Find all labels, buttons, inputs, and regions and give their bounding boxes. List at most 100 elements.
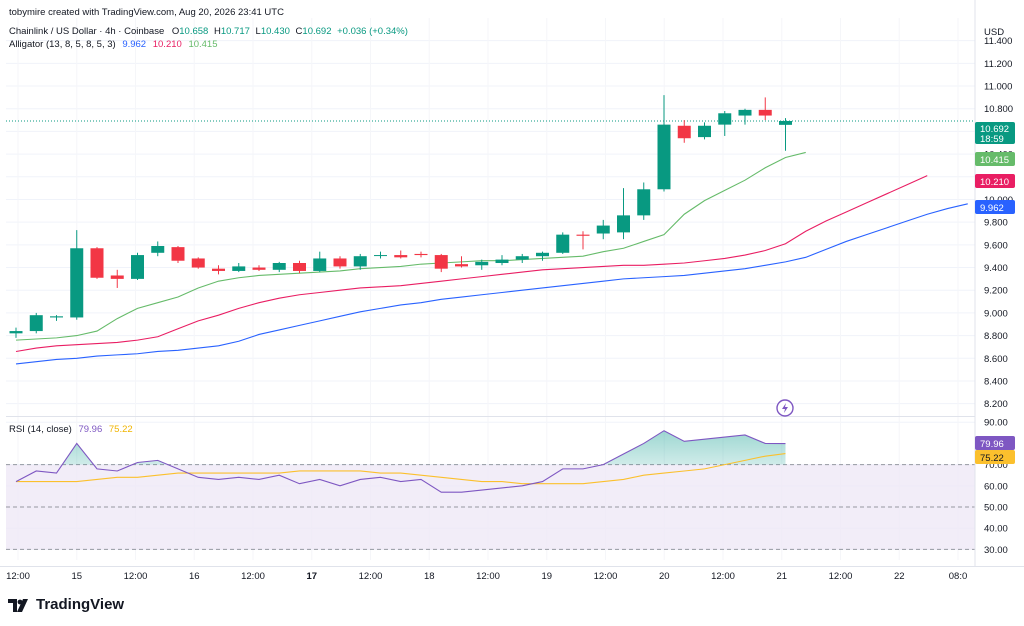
- time-tick-label: 17: [306, 571, 317, 582]
- candle-body: [293, 263, 306, 271]
- time-tick-label: 12:00: [241, 571, 265, 582]
- candle-body: [718, 113, 732, 125]
- teeth-badge-value: 10.210: [980, 177, 1009, 188]
- indicator-line: Alligator (13, 8, 5, 8, 5, 3) 9.962 10.2…: [9, 39, 218, 50]
- tradingview-logo-icon: [8, 598, 28, 612]
- rsi-tick-label: 50.00: [984, 503, 1008, 514]
- ohlc-high: 10.717: [221, 26, 250, 37]
- candle-body: [515, 256, 529, 260]
- ohlc-close-label: C: [296, 26, 303, 37]
- candle-body: [536, 252, 549, 257]
- candle-body: [556, 234, 570, 253]
- candle-body: [212, 268, 225, 271]
- candle-body: [394, 255, 408, 258]
- candle-body: [353, 256, 367, 267]
- time-tick-label: 12:00: [6, 571, 30, 582]
- candle-body: [414, 253, 428, 256]
- time-tick-label: 20: [659, 571, 670, 582]
- time-tick-label: 12:00: [829, 571, 853, 582]
- candle-body: [50, 316, 63, 318]
- price-tick-label: 9.600: [984, 240, 1008, 251]
- candle-body: [171, 247, 185, 261]
- time-tick-label: 18: [424, 571, 435, 582]
- candle-body: [698, 125, 711, 138]
- candle-body: [657, 124, 671, 190]
- candle-body: [70, 248, 84, 318]
- candle-body: [596, 225, 610, 234]
- ohlc-high-label: H: [214, 26, 221, 37]
- price-tick-label: 8.800: [984, 331, 1008, 342]
- time-tick-label: 08:0: [949, 571, 968, 582]
- rsi-line: [15, 430, 786, 493]
- symbol-line: Chainlink / US Dollar · 4h · Coinbase O1…: [9, 26, 408, 37]
- candle-body: [637, 189, 651, 216]
- rsi-badge-value: 79.96: [980, 439, 1004, 450]
- time-tick-label: 16: [189, 571, 200, 582]
- tradingview-logo[interactable]: TradingView: [8, 596, 124, 613]
- candle-body: [434, 255, 448, 269]
- time-tick-label: 12:00: [711, 571, 735, 582]
- lightning-replay-icon[interactable]: [776, 399, 794, 417]
- candle-body: [110, 275, 124, 279]
- indicator-label: Alligator (13, 8, 5, 8, 5, 3): [9, 39, 116, 50]
- rsi-label: RSI (14, close): [9, 424, 72, 435]
- time-tick-label: 12:00: [476, 571, 500, 582]
- rsi-header-value: 79.96: [78, 424, 102, 435]
- rsi-ma-line: [16, 453, 786, 485]
- candle-body: [617, 215, 630, 233]
- price-tick-label: 9.800: [984, 218, 1008, 229]
- price-tick-label: 11.400: [984, 36, 1012, 47]
- candle-body: [576, 234, 590, 236]
- candle-body: [151, 245, 165, 253]
- teeth-badge: 10.210: [975, 174, 1015, 188]
- rsi-tick-label: 30.00: [984, 545, 1008, 556]
- jaw-value: 9.962: [122, 39, 146, 50]
- candle-body: [779, 120, 792, 125]
- candle-body: [758, 109, 772, 116]
- lips-badge: 10.415: [975, 152, 1015, 166]
- rsi-tick-label: 60.00: [984, 481, 1008, 492]
- ohlc-open: 10.658: [179, 26, 208, 37]
- price-badge: 10.692 18:59: [975, 122, 1015, 145]
- lips-value: 10.415: [188, 39, 217, 50]
- candle-body: [374, 255, 387, 257]
- time-tick-label: 12:00: [124, 571, 148, 582]
- teeth-value: 10.210: [153, 39, 182, 50]
- candle-body: [475, 261, 489, 266]
- candle-body: [738, 109, 752, 116]
- currency-label: USD: [984, 27, 1004, 38]
- jaw-badge-value: 9.962: [980, 203, 1004, 214]
- alligator-teeth-line: [15, 175, 928, 353]
- ohlc-low: 10.430: [261, 26, 290, 37]
- time-tick-label: 21: [776, 571, 787, 582]
- time-tick-label: 19: [541, 571, 552, 582]
- ohlc-change: +0.036 (+0.34%): [337, 26, 408, 37]
- time-tick-label: 12:00: [594, 571, 618, 582]
- price-tick-label: 8.600: [984, 354, 1008, 365]
- price-tick-label: 8.400: [984, 376, 1008, 387]
- rsi-tick-label: 70.00: [984, 460, 1008, 471]
- tradingview-wordmark: TradingView: [36, 596, 125, 613]
- rsi-ma-badge-value: 75.22: [980, 453, 1004, 464]
- candlestick-series: [9, 95, 792, 338]
- candle-body: [90, 248, 104, 278]
- candle-body: [455, 264, 468, 267]
- rsi-overbought-fill: [62, 430, 786, 465]
- ohlc-open-label: O: [172, 26, 179, 37]
- price-tick-label: 11.200: [984, 59, 1012, 70]
- candle-body: [191, 258, 205, 268]
- price-tick-label: 9.400: [984, 263, 1008, 274]
- rsi-ma-header-value: 75.22: [109, 424, 133, 435]
- candle-body: [29, 315, 43, 332]
- time-tick-label: 22: [894, 571, 905, 582]
- price-tick-label: 10.800: [984, 104, 1013, 115]
- lips-badge-value: 10.415: [980, 155, 1009, 166]
- rsi-panel: [6, 464, 975, 550]
- ohlc-low-label: L: [256, 26, 261, 37]
- alligator-lips-line: [15, 151, 806, 341]
- time-tick-label: 15: [71, 571, 82, 582]
- candle-body: [232, 266, 246, 271]
- symbol-name: Chainlink / US Dollar · 4h · Coinbase: [9, 26, 164, 37]
- alligator-jaw-line: [15, 203, 968, 365]
